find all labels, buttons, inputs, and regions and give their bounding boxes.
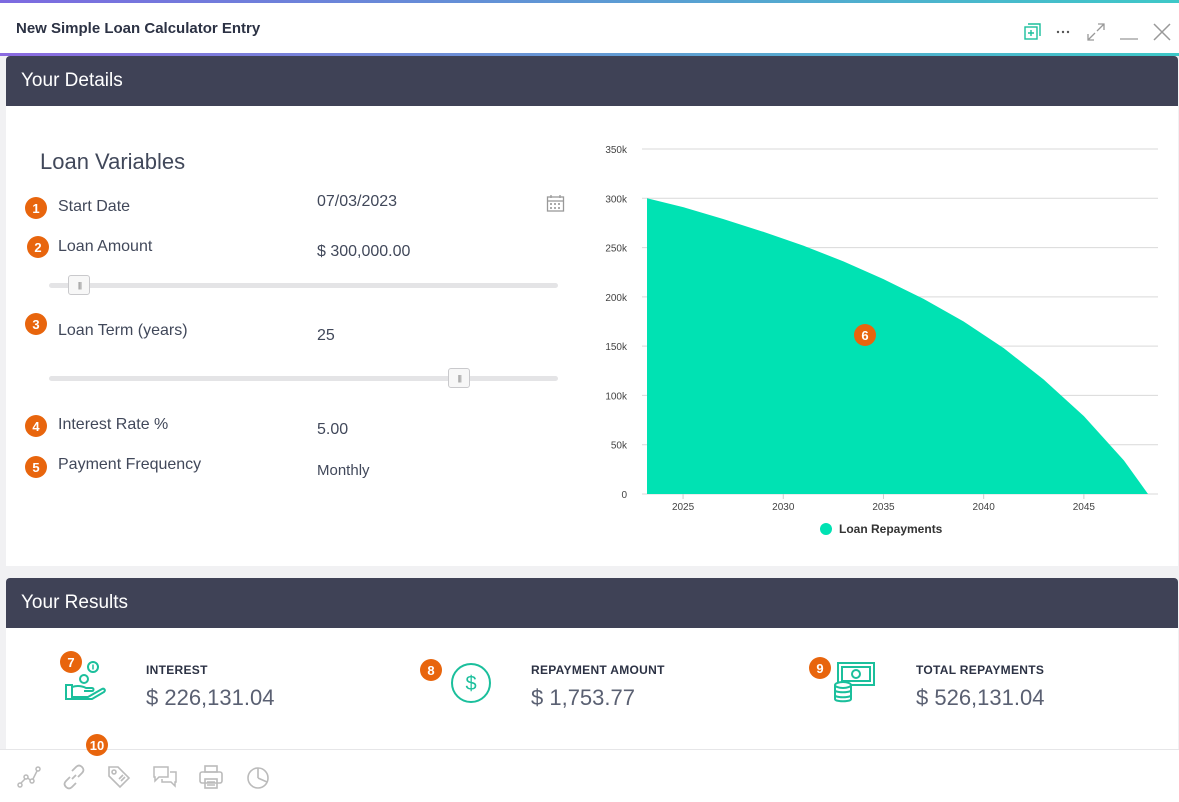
step-badge: 9 [809,657,831,679]
print-icon[interactable] [198,764,224,790]
step-badge: 6 [854,324,876,346]
pie-chart-icon[interactable] [245,764,271,790]
legend-marker [820,523,832,535]
loan-term-slider-handle[interactable]: ||| [448,368,471,388]
link-icon[interactable] [61,764,87,790]
x-tick-label: 2045 [1073,502,1096,513]
x-tick-label: 2040 [973,502,996,513]
step-badge: 4 [25,415,47,437]
step-badge: 3 [25,313,47,335]
step-badge: 8 [420,659,442,681]
comments-icon[interactable] [152,764,178,790]
interest-rate-input[interactable]: 5.00 [317,421,349,438]
step-badge: 10 [86,734,108,756]
y-tick-label: 200k [605,293,628,304]
start-date-input[interactable]: 07/03/2023 [317,193,398,210]
footer-toolbar [0,749,1179,802]
start-date-label: Start Date [58,198,131,215]
x-tick-label: 2030 [772,502,795,513]
results-header-title: Your Results [21,592,129,613]
x-tick-label: 2025 [672,502,695,513]
total-repayments-value: $ 526,131.04 [916,685,1045,710]
titlebar-accent-line [0,53,1179,56]
y-tick-label: 0 [621,490,627,501]
payment-frequency-select[interactable]: Monthly [317,462,370,479]
loan-repayments-chart: 0 50k 100k 150k 200k 250k 300k 350k 2025 2030 2035… [605,145,1158,536]
loan-term-label: Loan Term (years) [58,322,188,339]
graph-icon[interactable] [16,764,42,790]
loan-amount-label: Loan Amount [58,238,153,255]
y-tick-label: 250k [605,244,628,255]
interest-label: INTEREST [146,663,208,677]
step-badge: 7 [60,651,82,673]
step-badge: 2 [27,236,49,258]
svg-text:$: $ [465,673,476,695]
close-icon[interactable] [1151,21,1173,43]
payment-frequency-label: Payment Frequency [58,456,202,473]
tag-icon[interactable] [106,764,132,790]
window-title: New Simple Loan Calculator Entry [16,20,261,37]
y-tick-label: 50k [611,441,628,452]
loan-variables-title: Loan Variables [40,149,186,174]
loan-repayments-area [647,198,1148,494]
results-panel-header: Your Results [6,578,1178,628]
y-tick-label: 100k [605,391,628,402]
repayment-amount-value: $ 1,753.77 [531,685,635,710]
y-tick-label: 150k [605,342,628,353]
x-tick-label: 2035 [872,502,895,513]
y-tick-label: 350k [605,145,628,156]
loan-amount-slider-handle[interactable]: ||| [68,275,91,295]
total-repayments-label: TOTAL REPAYMENTS [916,663,1045,677]
y-tick-label: 300k [605,194,628,205]
more-options-icon[interactable] [1052,21,1074,43]
coins-hand-icon [65,661,106,700]
calendar-icon[interactable] [546,194,565,213]
loan-term-input[interactable]: 25 [317,327,335,344]
interest-rate-label: Interest Rate % [58,416,169,433]
add-tab-icon[interactable] [1021,21,1043,43]
window-top-accent [0,0,1179,3]
cash-stack-icon [834,662,875,703]
details-panel-header: Your Details [6,56,1178,106]
legend-label: Loan Repayments [839,522,943,536]
loan-amount-input[interactable]: $ 300,000.00 [317,243,411,260]
repayment-amount-label: REPAYMENT AMOUNT [531,663,665,677]
step-badge: 5 [25,456,47,478]
expand-icon[interactable] [1085,21,1107,43]
results-panel-body [6,628,1178,749]
details-header-title: Your Details [21,70,123,91]
dollar-circle-icon: $ [451,663,491,703]
loan-amount-slider[interactable] [49,283,558,288]
step-badge: 1 [25,197,47,219]
interest-value: $ 226,131.04 [146,685,275,710]
minimize-icon[interactable] [1118,21,1140,43]
loan-term-slider[interactable] [49,376,558,381]
window-titlebar: New Simple Loan Calculator Entry [0,3,1179,54]
